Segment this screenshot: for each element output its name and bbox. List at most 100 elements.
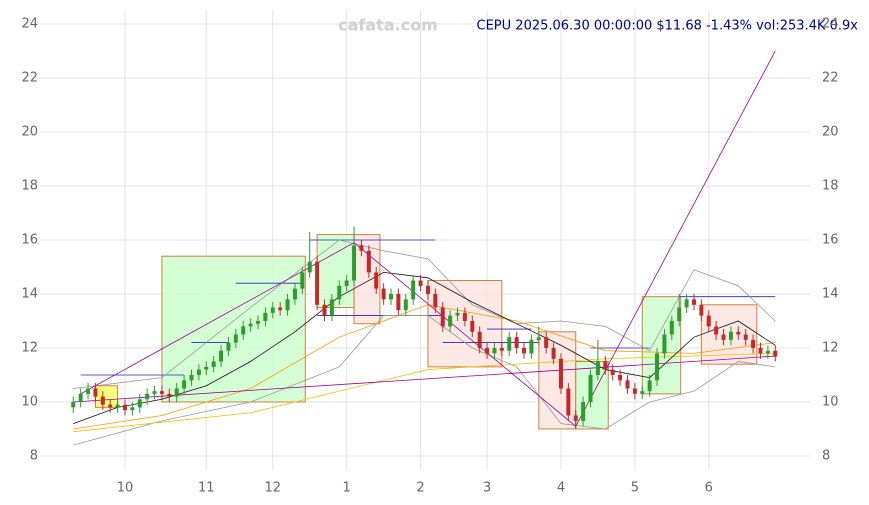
candle-body <box>699 304 704 316</box>
candle-body <box>706 315 711 327</box>
candle-body <box>655 353 660 381</box>
candle-body <box>743 334 748 340</box>
overlay-line <box>73 271 776 424</box>
candle-body <box>684 299 689 308</box>
candle-body <box>344 280 349 286</box>
candle-body <box>233 334 238 343</box>
candle-body <box>78 393 83 402</box>
candle-body <box>462 312 467 321</box>
candle-body <box>595 361 600 375</box>
y-tick-label: 8 <box>30 448 38 463</box>
candle-body <box>278 307 283 311</box>
candle-body <box>189 374 194 381</box>
candle-body <box>440 307 445 327</box>
candle-body <box>167 393 172 397</box>
overlay-line <box>73 239 776 389</box>
overlay-line <box>353 242 577 427</box>
zone-box <box>641 296 682 395</box>
candle-body <box>100 396 105 405</box>
candle-body <box>93 388 98 397</box>
candle-body <box>71 401 76 408</box>
y-tick-label: 22 <box>21 71 38 86</box>
candle-body <box>174 388 179 397</box>
candle-body <box>425 285 430 294</box>
chart-title: CEPU 2025.06.30 00:00:00 $11.68 -1.43% v… <box>477 19 859 34</box>
x-tick-label: 11 <box>198 481 215 496</box>
candle-body <box>211 361 216 367</box>
candle-body <box>677 307 682 321</box>
candle-body <box>137 399 142 408</box>
x-tick-label: 12 <box>265 481 282 496</box>
candle-body <box>226 342 231 351</box>
candle-body <box>122 404 127 411</box>
y-tick-label-right: 16 <box>822 233 839 248</box>
x-tick-label: 10 <box>117 481 134 496</box>
y-tick-label: 10 <box>21 394 38 409</box>
y-tick-label-right: 18 <box>822 179 839 194</box>
candle-body <box>285 299 290 311</box>
candle-body <box>736 331 741 335</box>
candle-body <box>632 388 637 394</box>
x-tick-label: 1 <box>343 481 351 496</box>
y-tick-label-right: 14 <box>822 286 839 301</box>
text-layer: cafata.com CEPU 2025.06.30 00:00:00 $11.… <box>21 16 858 496</box>
candle-body <box>182 380 187 389</box>
candle-body <box>751 339 756 348</box>
y-tick-label-right: 12 <box>822 340 839 355</box>
candle-body <box>322 304 327 316</box>
candle-body <box>381 288 386 300</box>
candle-body <box>270 307 275 313</box>
candle-body <box>728 331 733 340</box>
candle-body <box>618 374 623 381</box>
candle-body <box>455 312 460 316</box>
candle-body <box>315 261 320 305</box>
overlay-line <box>575 50 776 427</box>
candle-body <box>610 369 615 375</box>
candle-body <box>551 347 556 359</box>
candle-body <box>300 272 305 289</box>
x-tick-label: 4 <box>557 481 565 496</box>
candle-body <box>566 388 571 416</box>
candle-body <box>669 320 674 335</box>
candle-body <box>396 293 401 311</box>
candle-body <box>470 320 475 332</box>
candle-body <box>662 334 667 354</box>
candle-body <box>255 320 260 324</box>
candle-body <box>448 315 453 327</box>
candle-body <box>573 415 578 421</box>
x-tick-label: 2 <box>416 481 424 496</box>
watermark: cafata.com <box>338 16 438 35</box>
candle-body <box>588 374 593 402</box>
candle-layer <box>71 226 778 429</box>
candle-body <box>204 366 209 370</box>
candle-body <box>130 407 135 411</box>
candle-body <box>389 293 394 300</box>
x-tick-label: 3 <box>483 481 491 496</box>
y-tick-label: 16 <box>21 233 38 248</box>
y-tick-label-right: 22 <box>822 71 839 86</box>
candle-body <box>514 337 519 348</box>
line-layer <box>73 50 776 446</box>
y-tick-label-right: 20 <box>822 125 839 140</box>
x-tick-label: 6 <box>705 481 713 496</box>
candle-body <box>337 285 342 300</box>
candle-body <box>366 250 371 273</box>
candle-body <box>765 350 770 354</box>
x-tick-label: 5 <box>631 481 639 496</box>
y-tick-label-right: 10 <box>822 394 839 409</box>
overlay-line <box>73 352 776 433</box>
candle-body <box>241 326 246 335</box>
y-tick-label: 24 <box>21 17 38 32</box>
candle-body <box>581 401 586 421</box>
candle-body <box>529 339 534 354</box>
candle-body <box>352 245 357 281</box>
candle-body <box>329 299 334 316</box>
candle-body <box>292 288 297 300</box>
candle-body <box>403 299 408 311</box>
y-tick-label-right: 24 <box>822 17 839 32</box>
candle-body <box>359 245 364 251</box>
candle-body <box>263 312 268 321</box>
candle-body <box>640 391 645 394</box>
candle-body <box>492 347 497 354</box>
candle-body <box>159 391 164 394</box>
